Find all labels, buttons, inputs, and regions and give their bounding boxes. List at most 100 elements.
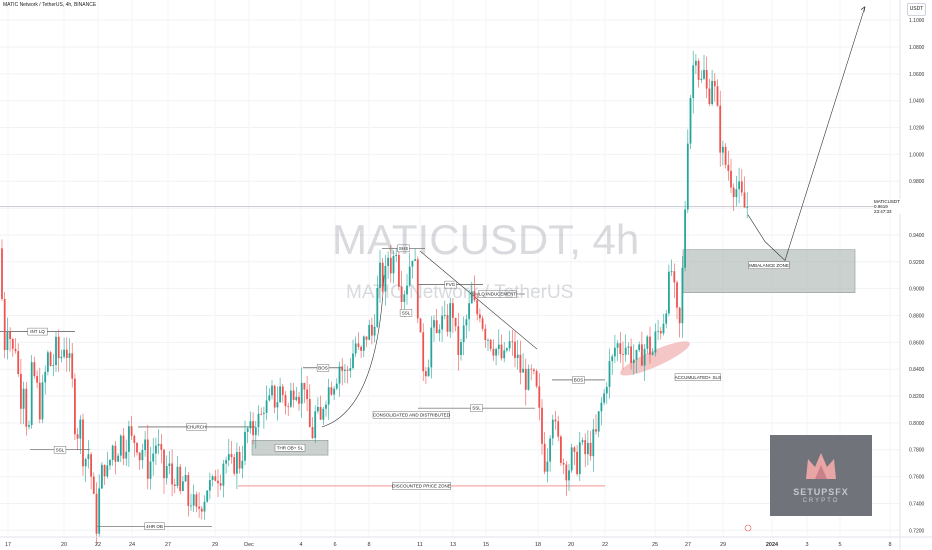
candle-body xyxy=(257,413,260,428)
annotation-labels: INT LQ SSL 4HR OB CHURCH BOS SHS FVG LQ INDUCEM… xyxy=(27,244,790,530)
watermark-name: MATIC Network / TetherUS xyxy=(346,282,574,303)
candle-body xyxy=(338,366,341,384)
price-axis[interactable]: 1.1000 1.0800 1.0600 1.0400 1.0200 1.0000 0.98… xyxy=(899,0,932,550)
annotation-label-box xyxy=(444,280,457,289)
candle-body xyxy=(470,291,473,304)
candle-body xyxy=(414,259,416,261)
candle-body xyxy=(362,336,365,351)
candle-body xyxy=(157,444,160,446)
candle xyxy=(95,482,98,545)
price-tick-label: 0.9800 xyxy=(909,179,925,185)
candle-body xyxy=(392,256,395,274)
time-tick-label: 27 xyxy=(165,542,171,548)
candle-body xyxy=(101,464,103,489)
time-tick-label: 8 xyxy=(888,542,891,548)
price-tick-label: 0.9000 xyxy=(909,287,925,293)
candle xyxy=(257,405,260,436)
projection-arrow-line xyxy=(747,6,866,261)
candle-body xyxy=(713,80,716,87)
candle-body xyxy=(616,343,619,348)
candle-body xyxy=(214,476,217,481)
event-marker-icon[interactable] xyxy=(744,524,752,532)
time-tick-label: 29 xyxy=(720,542,726,548)
candle xyxy=(214,469,217,482)
candle xyxy=(268,388,271,402)
candle xyxy=(449,297,452,339)
candle-body xyxy=(589,442,592,457)
candle xyxy=(543,431,546,475)
candle-body xyxy=(95,493,98,534)
grid-lines xyxy=(0,0,900,537)
candle-body xyxy=(587,442,589,455)
annotation-label-text: INT LQ xyxy=(30,329,45,334)
candle xyxy=(497,329,500,356)
currency-unit-button[interactable]: USDT xyxy=(907,3,926,16)
watermark-symbol: MATICUSDT, 4h xyxy=(332,216,640,263)
candle-body xyxy=(79,419,82,439)
candle-body xyxy=(244,431,246,461)
candle xyxy=(260,407,263,416)
candle-body xyxy=(657,330,659,332)
candle xyxy=(527,364,530,391)
candle xyxy=(387,251,389,279)
candle xyxy=(427,359,430,377)
candle-body xyxy=(425,371,427,377)
candle-body xyxy=(333,388,335,395)
candle xyxy=(3,291,6,359)
candle xyxy=(514,331,516,368)
annotation-label-text: THR OB+ SL xyxy=(277,445,304,450)
candle xyxy=(519,340,522,385)
candle xyxy=(84,457,87,483)
candle-body xyxy=(371,324,373,336)
candle-body xyxy=(492,348,495,356)
candle-body xyxy=(141,450,144,461)
candle-body xyxy=(511,341,514,343)
candle xyxy=(516,340,519,370)
candle xyxy=(438,324,441,342)
candle-body xyxy=(557,421,560,437)
candle xyxy=(6,317,9,360)
candle xyxy=(219,474,222,491)
candle xyxy=(538,373,541,421)
candle xyxy=(533,368,535,375)
candle xyxy=(506,347,508,353)
annotation-label: BOS xyxy=(572,376,585,384)
candle-body xyxy=(462,325,465,343)
candle-body xyxy=(581,440,584,443)
candle xyxy=(665,310,668,329)
time-axis[interactable]: 17 20 22 24 27 29 Dec 4 6 8 11 13 15 18 20 22 25 27 29 2024… xyxy=(0,524,932,548)
candle xyxy=(470,281,473,304)
candle xyxy=(495,347,497,366)
candle xyxy=(557,415,560,442)
candle xyxy=(400,270,403,312)
candle xyxy=(408,253,411,288)
candle xyxy=(319,395,322,420)
candle xyxy=(300,367,303,418)
candle-body xyxy=(52,364,55,366)
candle xyxy=(33,356,36,379)
candle-body xyxy=(549,438,551,462)
candle-body xyxy=(17,351,20,374)
candle xyxy=(727,150,730,181)
candle xyxy=(746,192,749,219)
candle xyxy=(47,350,49,376)
candle xyxy=(130,415,133,441)
annotation-label: ACCUMULATED+ SLS xyxy=(675,373,721,381)
candle-body xyxy=(225,460,227,464)
candle xyxy=(587,430,589,466)
accumulation-highlight xyxy=(620,341,690,376)
candle xyxy=(581,437,584,446)
candle-body xyxy=(298,396,300,404)
candle xyxy=(295,386,298,402)
candle-body xyxy=(460,342,462,356)
candle xyxy=(44,365,47,395)
candle-body xyxy=(489,339,492,349)
candle xyxy=(484,324,487,348)
candle xyxy=(284,391,287,415)
candle-body xyxy=(595,429,597,432)
candle xyxy=(452,298,454,333)
price-axis-panel[interactable] xyxy=(900,0,932,550)
candle xyxy=(373,314,376,343)
time-tick-label: 3 xyxy=(805,542,808,548)
